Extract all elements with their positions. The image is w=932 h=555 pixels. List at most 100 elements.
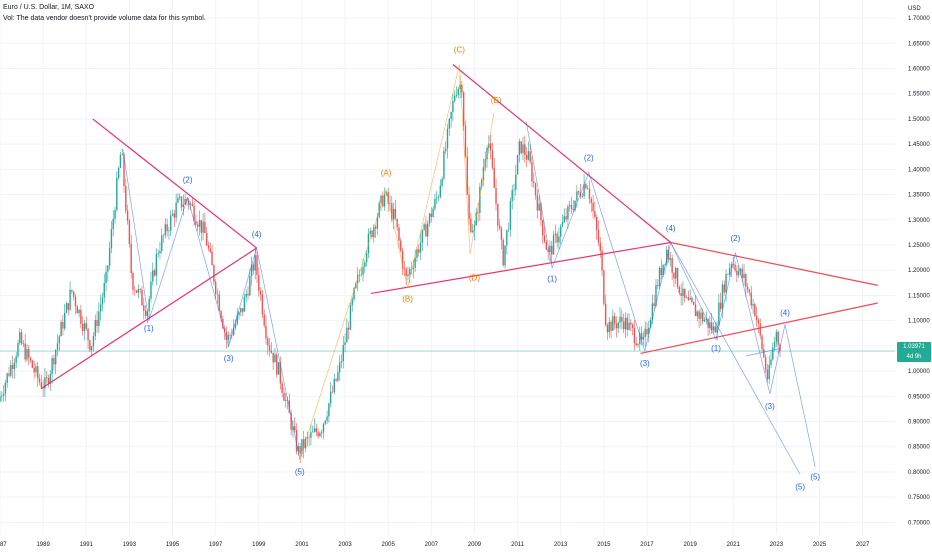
candle-body (630, 322, 632, 325)
wave-label: (D) (469, 273, 480, 282)
y-tick-label: 1.55000 (908, 92, 930, 98)
candle-body (83, 323, 86, 331)
y-tick-label: 1.50000 (908, 117, 930, 123)
last-price-tag: 1.03971 4d 9h (897, 342, 931, 362)
candle-body (534, 183, 537, 196)
candle-body (412, 267, 415, 270)
candle-body (123, 154, 125, 187)
candle-body (22, 343, 25, 345)
candle-body (631, 324, 634, 329)
candle-body (495, 187, 497, 204)
candle-body (400, 240, 402, 251)
x-tick-label: 1987 (0, 542, 7, 548)
candle-body (518, 141, 521, 155)
candle-body (498, 225, 501, 229)
candle-body (416, 249, 418, 258)
y-tick-label: 1.70000 (908, 16, 930, 22)
candle-body (26, 349, 28, 360)
candle-body (76, 306, 78, 314)
candle-body (500, 228, 503, 240)
candle-body (396, 218, 398, 228)
candle-body (128, 220, 131, 244)
candle-body (306, 437, 309, 439)
candle-body (658, 267, 661, 287)
candle-body (141, 289, 143, 306)
wave-label: (C) (454, 45, 465, 54)
trendline (746, 348, 781, 357)
candle-body (265, 325, 267, 339)
candle-body (132, 273, 134, 290)
candle-body (448, 118, 450, 129)
candle-body (258, 275, 260, 291)
candle-body (536, 195, 539, 211)
candle-body (504, 245, 506, 266)
wave-label: (1) (144, 324, 154, 333)
wave-path (122, 149, 301, 460)
candle-body (362, 266, 364, 275)
candle-body (425, 224, 427, 237)
candle-body (757, 319, 760, 324)
candle-body (33, 367, 35, 373)
candle-body (732, 264, 734, 265)
x-tick-label: 2023 (770, 542, 784, 548)
candle-body (558, 236, 560, 243)
candle-body (119, 154, 122, 168)
candle-body (439, 185, 442, 198)
candle-body (28, 349, 30, 358)
candle-body (574, 200, 576, 210)
wave-label: (2) (731, 234, 741, 243)
candle-body (680, 293, 682, 297)
candle-body (364, 262, 366, 267)
candle-body (745, 274, 747, 287)
candle-body (19, 332, 21, 343)
candle-body (72, 291, 75, 297)
candle-body (639, 333, 641, 345)
wave-label: (B) (402, 295, 413, 304)
candle-body (292, 426, 294, 430)
candle-body (155, 254, 158, 276)
candle-body (389, 203, 391, 204)
candle-body (567, 206, 569, 220)
candle-body (37, 366, 39, 379)
candle-body (515, 174, 517, 190)
candle-body (649, 319, 652, 328)
candle-body (764, 357, 767, 370)
candle-body (99, 304, 102, 312)
candle-body (134, 289, 136, 291)
candle-body (545, 241, 548, 250)
candle-body (67, 303, 69, 310)
candle-body (453, 95, 456, 101)
wave-label: (4) (780, 309, 790, 318)
candle-body (376, 217, 379, 229)
candle-body (191, 203, 193, 206)
candle-body (653, 303, 655, 306)
axes: 0.70000 0.75000 0.80000 0.85000 0.90000 0.950… (0, 6, 930, 548)
candle-body (139, 289, 141, 290)
candle-body (642, 336, 645, 340)
candle-body (171, 213, 174, 216)
candle-body (599, 242, 601, 251)
candle-body (310, 432, 312, 438)
y-tick-label: 1.00000 (908, 369, 930, 375)
candle-body (610, 321, 612, 331)
candle-body (137, 289, 140, 293)
candle-body (407, 274, 409, 277)
candle-body (685, 297, 688, 298)
candle-body (538, 203, 540, 211)
candle-body (259, 290, 262, 295)
candle-body (755, 315, 758, 320)
candle-body (723, 284, 725, 293)
candle-body (421, 229, 424, 243)
candle-body (657, 284, 659, 287)
candle-body (445, 148, 447, 152)
candle-body (89, 340, 91, 351)
y-tick-label: 1.35000 (908, 193, 930, 199)
candle-body (268, 345, 271, 351)
candle-body (331, 391, 334, 393)
candle-body (103, 283, 105, 298)
y-tick-label: 0.80000 (908, 470, 930, 476)
candle-body (130, 243, 132, 274)
candle-body (56, 343, 59, 351)
